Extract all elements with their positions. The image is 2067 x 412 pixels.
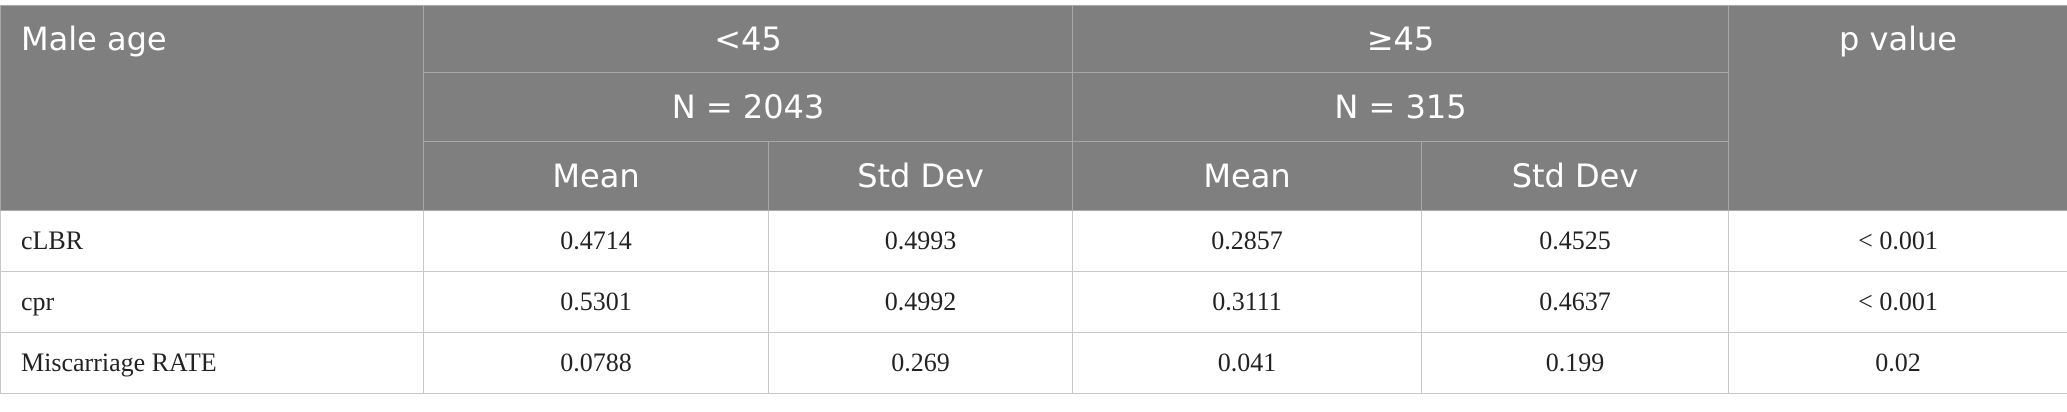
table-cell: 0.3111 (1072, 271, 1422, 333)
table-cell: 0.041 (1072, 332, 1422, 394)
header-cell: Mean (1072, 141, 1422, 211)
header-cell: Mean (423, 141, 769, 211)
header-cell: p value (1728, 5, 2067, 211)
table-cell: 0.2857 (1072, 210, 1422, 272)
table-cell: 0.269 (768, 332, 1073, 394)
table-cell: 0.02 (1728, 332, 2067, 394)
data-table: Male age <45 ≥45 p value N = 2043 N = 31… (0, 5, 2067, 394)
table-row: Miscarriage RATE 0.0788 0.269 0.041 0.199 0.0… (0, 332, 2067, 394)
table-body: cLBR 0.4714 0.4993 0.2857 0.4525 < 0.001 cpr 0.… (0, 210, 2067, 394)
header-cell: <45 (423, 5, 1073, 73)
header-cell: N = 2043 (423, 72, 1073, 142)
header-cell: Std Dev (768, 141, 1073, 211)
table-cell: < 0.001 (1728, 271, 2067, 333)
header-cell: Std Dev (1421, 141, 1729, 211)
table-cell: Miscarriage RATE (0, 332, 424, 394)
table-cell: 0.4993 (768, 210, 1073, 272)
header-cell: ≥45 (1072, 5, 1729, 73)
header-cell: Male age (0, 5, 424, 211)
table-cell: 0.5301 (423, 271, 769, 333)
header-cell: N = 315 (1072, 72, 1729, 142)
table-row: cLBR 0.4714 0.4993 0.2857 0.4525 < 0.001 (0, 210, 2067, 272)
table-cell: 0.199 (1421, 332, 1729, 394)
table-cell: 0.4525 (1421, 210, 1729, 272)
table-cell: cpr (0, 271, 424, 333)
table-cell: 0.4714 (423, 210, 769, 272)
page: Male age <45 ≥45 p value N = 2043 N = 31… (0, 5, 2067, 412)
table-row: cpr 0.5301 0.4992 0.3111 0.4637 < 0.001 (0, 271, 2067, 333)
table-cell: 0.4637 (1421, 271, 1729, 333)
table-cell: cLBR (0, 210, 424, 272)
table-cell: < 0.001 (1728, 210, 2067, 272)
table-cell: 0.4992 (768, 271, 1073, 333)
table-cell: 0.0788 (423, 332, 769, 394)
